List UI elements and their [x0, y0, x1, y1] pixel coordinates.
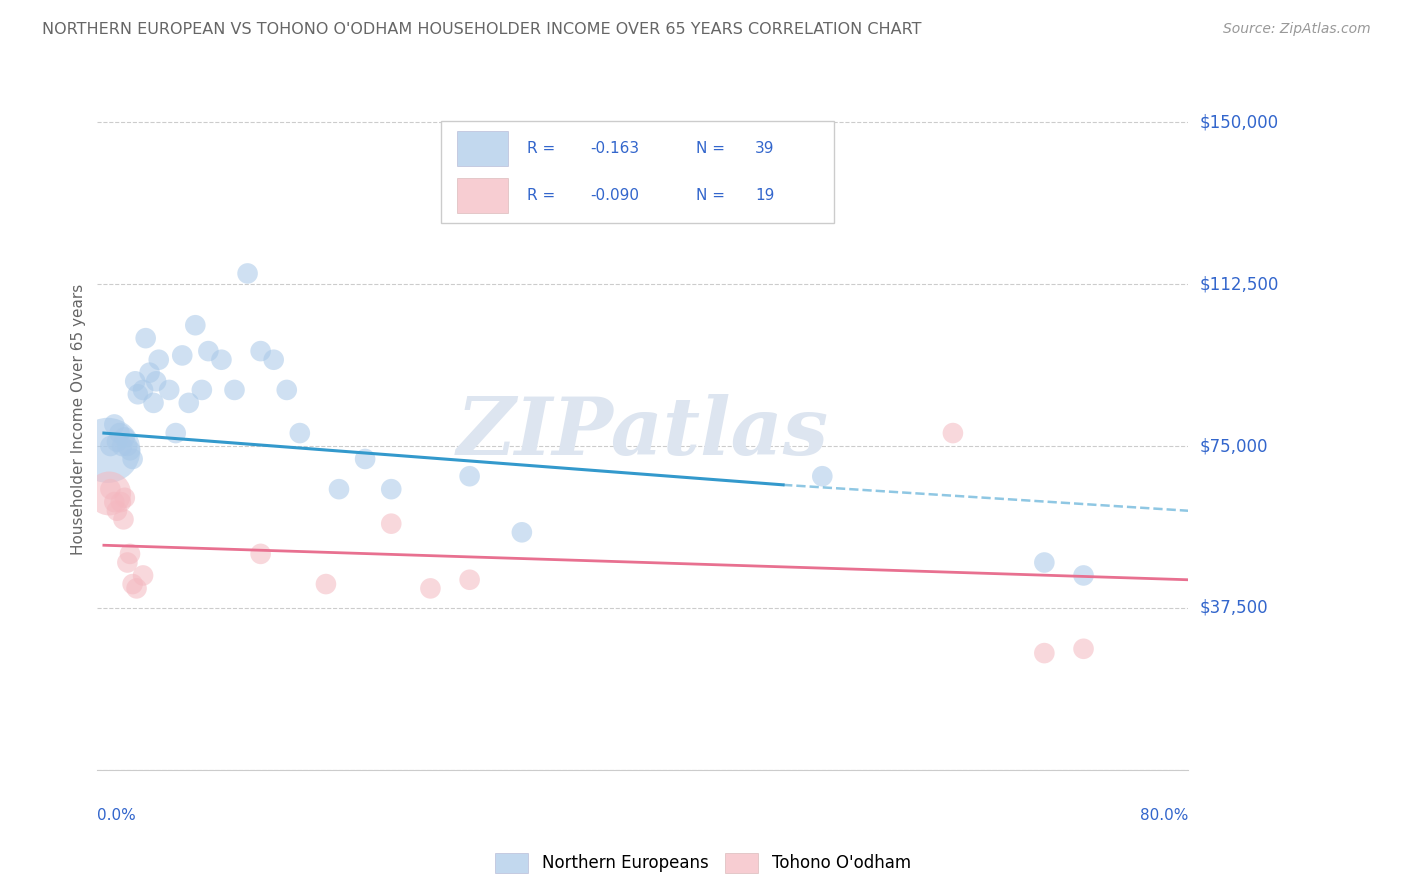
Point	[132, 383, 155, 397]
Point	[108, 426, 131, 441]
Point	[191, 383, 214, 397]
Text: NORTHERN EUROPEAN VS TOHONO O'ODHAM HOUSEHOLDER INCOME OVER 65 YEARS CORRELATION: NORTHERN EUROPEAN VS TOHONO O'ODHAM HOUS…	[42, 22, 922, 37]
Point	[110, 495, 132, 509]
Point	[328, 482, 350, 496]
Point	[98, 486, 121, 500]
Point	[105, 434, 128, 449]
Point	[184, 318, 207, 333]
Point	[100, 439, 122, 453]
Text: $37,500: $37,500	[1199, 599, 1268, 616]
Point	[111, 439, 134, 453]
Point	[224, 383, 246, 397]
Y-axis label: Householder Income Over 65 years: Householder Income Over 65 years	[72, 284, 86, 555]
Point	[354, 452, 377, 467]
Point	[121, 577, 143, 591]
Point	[1033, 556, 1056, 570]
Point	[419, 582, 441, 596]
Point	[114, 430, 136, 444]
Text: Source: ZipAtlas.com: Source: ZipAtlas.com	[1223, 22, 1371, 37]
Point	[1033, 646, 1056, 660]
Point	[1073, 641, 1095, 656]
Point	[288, 426, 311, 441]
Point	[118, 547, 141, 561]
Point	[276, 383, 298, 397]
Point	[263, 352, 285, 367]
Point	[100, 482, 122, 496]
Text: 0.0%: 0.0%	[97, 808, 136, 823]
Point	[142, 396, 165, 410]
Point	[197, 344, 219, 359]
Point	[127, 387, 149, 401]
Point	[157, 383, 180, 397]
Point	[124, 374, 146, 388]
Text: $150,000: $150,000	[1199, 113, 1278, 131]
Point	[811, 469, 834, 483]
Point	[148, 352, 170, 367]
Point	[380, 516, 402, 531]
Point	[249, 344, 271, 359]
Point	[105, 504, 128, 518]
Point	[125, 582, 148, 596]
Point	[510, 525, 533, 540]
Point	[121, 452, 143, 467]
Point	[165, 426, 187, 441]
Point	[117, 556, 139, 570]
Legend: Northern Europeans, Tohono O'odham: Northern Europeans, Tohono O'odham	[488, 847, 918, 880]
Point	[236, 267, 259, 281]
Point	[114, 491, 136, 505]
Point	[249, 547, 271, 561]
Point	[380, 482, 402, 496]
Point	[103, 417, 125, 432]
Text: ZIPatlas: ZIPatlas	[457, 394, 828, 472]
Point	[209, 352, 232, 367]
Point	[177, 396, 200, 410]
Point	[172, 348, 194, 362]
Point	[1073, 568, 1095, 582]
Point	[103, 495, 125, 509]
Text: 80.0%: 80.0%	[1140, 808, 1188, 823]
Point	[117, 439, 139, 453]
Point	[315, 577, 337, 591]
Point	[135, 331, 157, 345]
Point	[458, 469, 481, 483]
Point	[942, 426, 965, 441]
Point	[112, 512, 135, 526]
Text: $75,000: $75,000	[1199, 437, 1268, 455]
Point	[458, 573, 481, 587]
Point	[97, 443, 120, 458]
Point	[132, 568, 155, 582]
Point	[138, 366, 160, 380]
Point	[145, 374, 167, 388]
Point	[118, 443, 141, 458]
Text: $112,500: $112,500	[1199, 276, 1278, 293]
